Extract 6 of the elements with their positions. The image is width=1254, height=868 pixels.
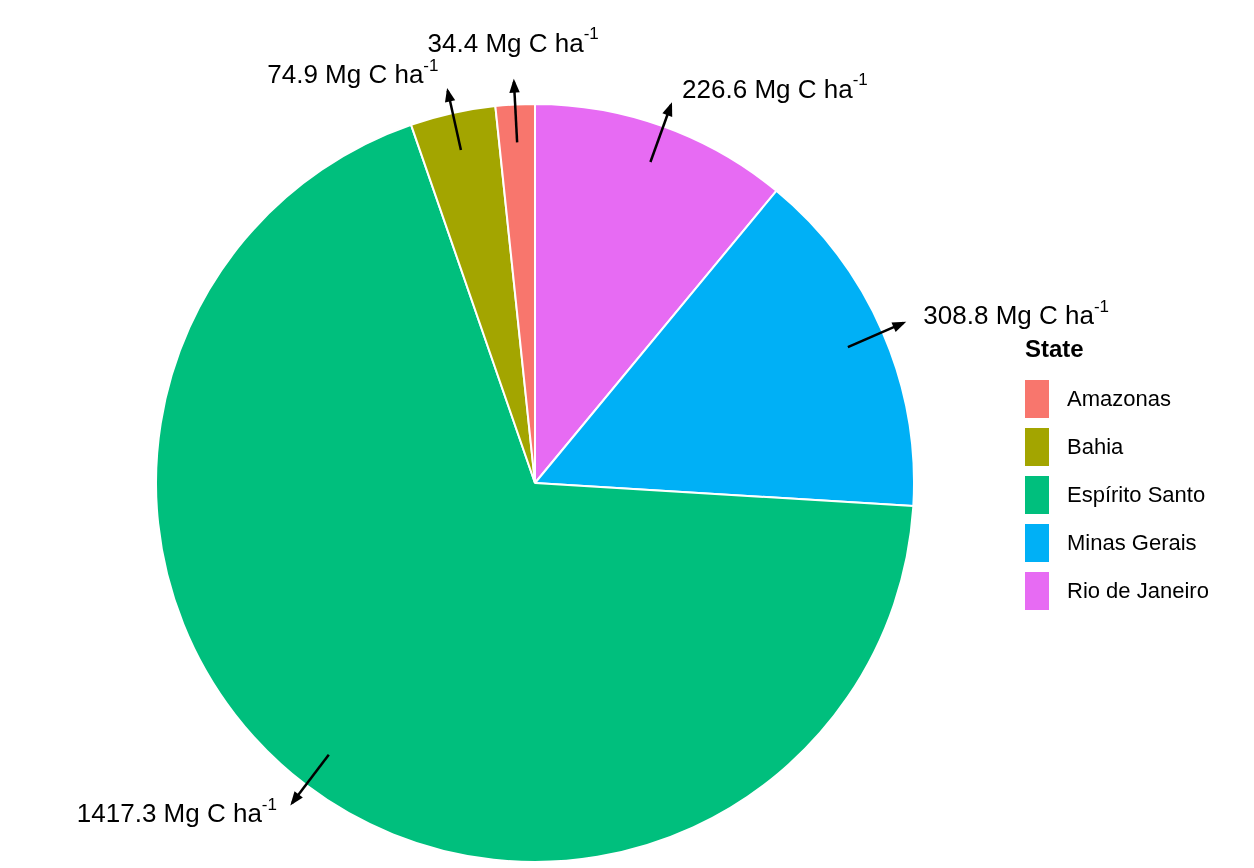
- legend-label: Rio de Janeiro: [1067, 578, 1209, 604]
- legend-label: Amazonas: [1067, 386, 1171, 412]
- legend-label: Bahia: [1067, 434, 1124, 460]
- legend-title: State: [1025, 335, 1085, 363]
- legend-label: Espírito Santo: [1067, 482, 1206, 508]
- legend-label: Minas Gerais: [1067, 530, 1197, 556]
